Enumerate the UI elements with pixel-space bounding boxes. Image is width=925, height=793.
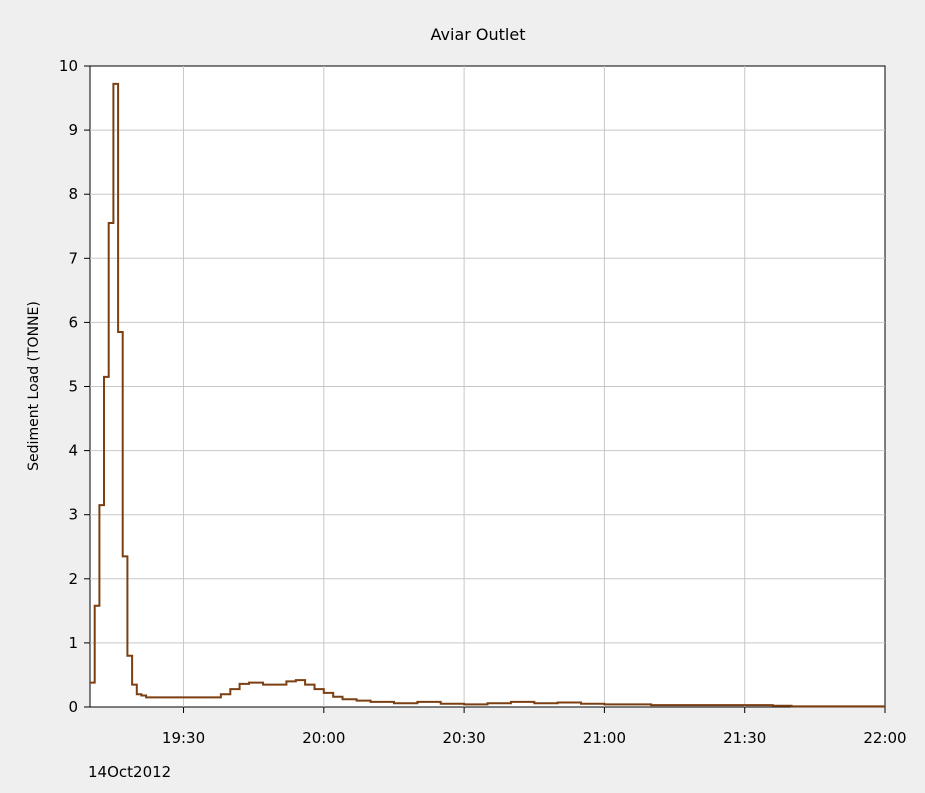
y-axis: 0 1 2 3 4 5 6 7 8 9 10	[59, 57, 90, 716]
grid-lines	[90, 66, 885, 707]
y-axis-title: Sediment Load (TONNE)	[26, 301, 42, 471]
y-tick-label: 10	[59, 57, 78, 75]
x-tick-label: 20:00	[302, 729, 345, 747]
y-tick-label: 6	[68, 313, 78, 331]
y-tick-label: 3	[68, 506, 78, 524]
y-tick-label: 0	[68, 698, 78, 716]
y-tick-label: 2	[68, 570, 78, 588]
y-tick-label: 1	[68, 634, 78, 652]
x-tick-label: 22:00	[863, 729, 906, 747]
date-label: 14Oct2012	[88, 763, 171, 781]
x-tick-label: 20:30	[443, 729, 486, 747]
y-tick-label: 8	[68, 185, 78, 203]
series-group	[90, 82, 885, 708]
x-tick-label: 21:30	[723, 729, 766, 747]
y-tick-label: 7	[68, 249, 78, 267]
x-tick-label: 21:00	[583, 729, 626, 747]
y-tick-label: 9	[68, 121, 78, 139]
y-tick-label: 5	[68, 378, 78, 396]
x-tick-label: 19:30	[162, 729, 205, 747]
y-tick-label: 4	[68, 442, 78, 460]
chart-title: Aviar Outlet	[431, 25, 526, 44]
series-line	[90, 82, 885, 708]
x-axis: 19:30 20:00 20:30 21:00 21:30 22:00	[162, 707, 907, 747]
